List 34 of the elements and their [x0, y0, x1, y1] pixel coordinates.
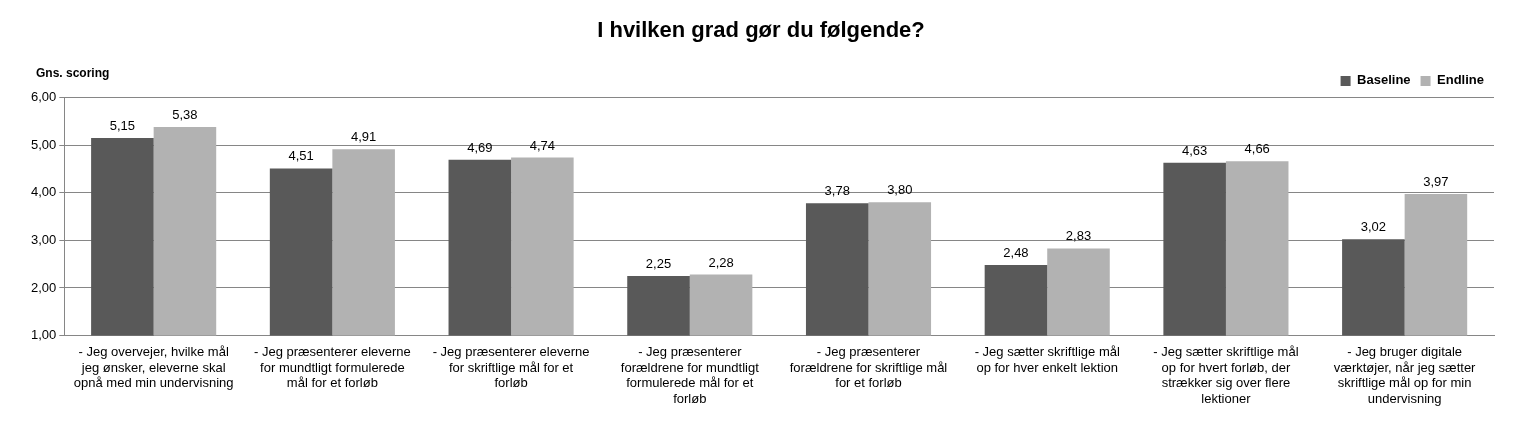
data-label: 2,28	[708, 254, 734, 270]
data-label: 4,63	[1182, 142, 1208, 158]
x-tick-label: - Jeg præsenterer forældrene for mundtligt formulerede mål for et forløb	[620, 343, 760, 406]
data-label: 3,78	[824, 183, 850, 199]
data-label: 3,80	[887, 182, 913, 198]
y-tick-label: 6,00	[30, 88, 57, 104]
x-tick-label: - Jeg sætter skriftlige mål op for hvert forløb, der strækker sig over flere lektioner	[1153, 343, 1299, 406]
legend-label: Baseline	[1357, 72, 1411, 88]
data-label: 3,02	[1360, 219, 1387, 235]
x-tick-label: - Jeg sætter skriftlige mål op for hver enkelt lektion	[974, 343, 1120, 375]
y-tick-label: 1,00	[30, 327, 57, 343]
data-label: 2,83	[1065, 228, 1092, 244]
y-tick-label: 5,00	[30, 136, 57, 152]
data-label: 2,25	[645, 256, 672, 272]
y-tick-label: 2,00	[30, 279, 57, 295]
data-label: 3,97	[1423, 174, 1449, 190]
chart-title: I hvilken grad gør du følgende?	[597, 17, 925, 43]
legend-label: Endline	[1437, 72, 1485, 88]
data-label: 5,38	[172, 107, 198, 123]
x-tick-label: - Jeg bruger digitale værktøjer, når jeg sætter skriftlige mål op for min undervisning	[1333, 343, 1477, 406]
y-tick-label: 3,00	[30, 231, 57, 247]
data-label: 2,48	[1003, 245, 1029, 261]
data-label: 4,69	[467, 139, 493, 155]
data-label: 4,51	[288, 148, 314, 164]
x-tick-label: - Jeg præsenterer forældrene for skriftlige mål for et forløb	[789, 343, 948, 391]
data-label: 5,15	[109, 117, 136, 133]
data-label: 4,74	[529, 137, 556, 153]
data-label: 4,66	[1244, 141, 1270, 157]
x-tick-label: - Jeg præsenterer eleverne for mundtligt formulerede mål for et forløb	[253, 343, 411, 391]
x-tick-label: - Jeg præsenterer eleverne for skriftlige mål for et forløb	[432, 343, 590, 391]
y-axis-title: Gns. scoring	[36, 66, 110, 81]
y-tick-label: 4,00	[30, 184, 57, 200]
data-label: 4,91	[350, 129, 377, 145]
x-tick-label: - Jeg overvejer, hvilke mål jeg ønsker, eleverne skal opnå med min undervisning	[73, 343, 234, 391]
